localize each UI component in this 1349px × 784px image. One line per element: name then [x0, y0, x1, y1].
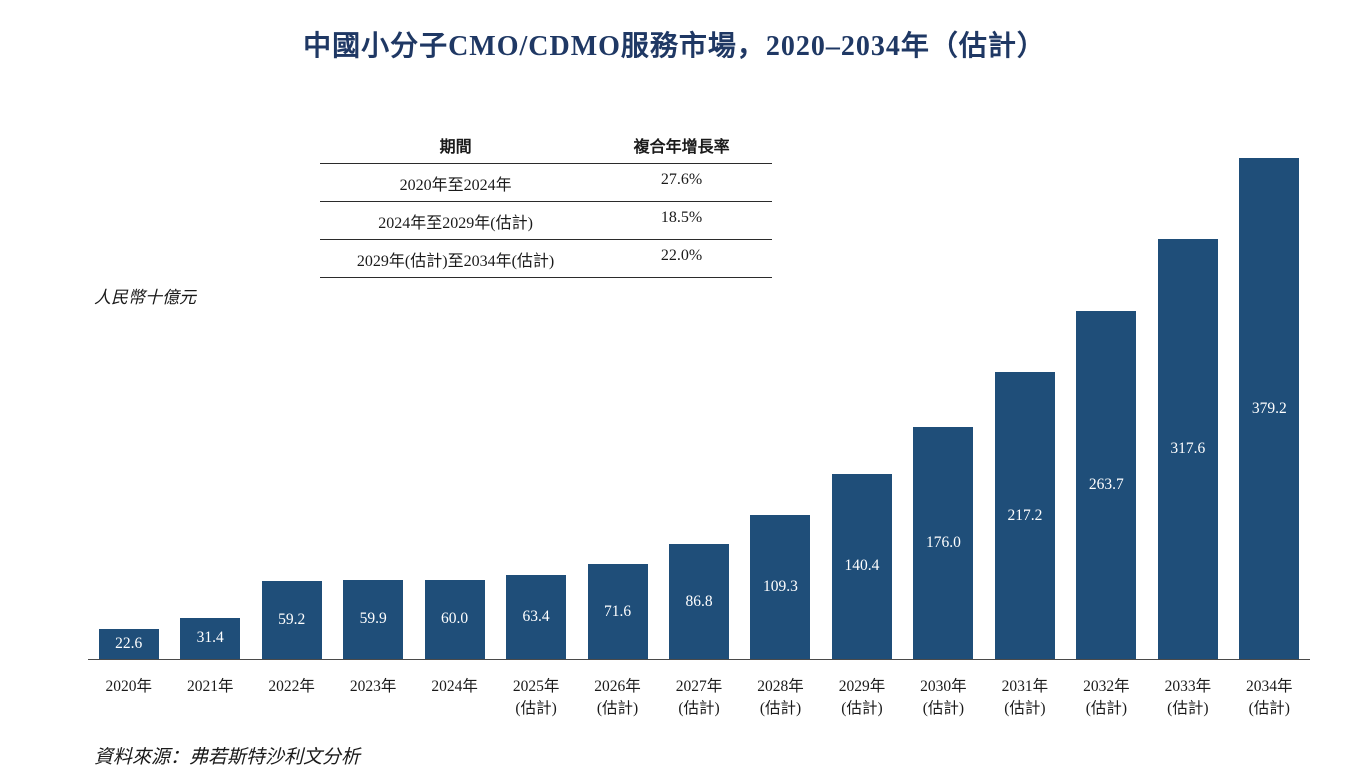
x-axis-label: 2032年 (估計) [1083, 678, 1130, 718]
bar-slot: 63.4 [495, 157, 576, 659]
bar-slot: 176.0 [903, 157, 984, 659]
x-axis-label: 2033年 (估計) [1164, 678, 1212, 718]
bar-2025年: 63.4 [506, 575, 567, 659]
x-axis-label: 2026年 (估計) [594, 678, 641, 718]
x-axis-label: 2029年 (估計) [838, 678, 886, 718]
bar-2022年: 59.2 [261, 580, 322, 659]
x-axis-label: 2031年 (估計) [1001, 678, 1049, 718]
bar-slot: 217.2 [984, 157, 1065, 659]
cagr-table: 期間 複合年增長率 2020年至2024年 27.6% 2024年至2029年(… [320, 126, 772, 278]
cagr-table-row: 2029年(估計)至2034年(估計) 22.0% [320, 240, 772, 278]
bar-2028年: 109.3 [750, 514, 811, 659]
bar-value-label: 59.2 [278, 610, 306, 628]
bar-value-label: 22.6 [115, 635, 143, 653]
x-axis-label: 2025年 (估計) [512, 678, 560, 718]
cagr-table-row: 2020年至2024年 27.6% [320, 164, 772, 202]
x-axis-label: 2024年 [431, 678, 478, 695]
bar-value-label: 217.2 [1007, 506, 1043, 524]
bar-2024年: 60.0 [424, 579, 485, 659]
cagr-table-row: 2024年至2029年(估計) 18.5% [320, 202, 772, 240]
bar-slot: 140.4 [821, 157, 902, 659]
bar-2020年: 22.6 [98, 629, 159, 659]
cagr-period: 2020年至2024年 [399, 177, 512, 194]
bar-value-label: 140.4 [844, 557, 880, 575]
bar-slot: 31.4 [169, 157, 250, 659]
bar-slot: 317.6 [1147, 157, 1228, 659]
bar-value-label: 31.4 [196, 629, 224, 647]
x-axis-label: 2020年 [105, 678, 152, 695]
bar-slot: 60.0 [414, 157, 495, 659]
bar-value-label: 317.6 [1170, 440, 1206, 458]
x-axis-label: 2028年 (估計) [757, 678, 804, 718]
chart-title: 中國小分子CMO/CDMO服務市場，2020–2034年（估計） [303, 31, 1046, 62]
bar-2031年: 217.2 [994, 372, 1055, 659]
cagr-period: 2029年(估計)至2034年(估計) [356, 253, 555, 270]
cagr-table-header-period: 期間 [439, 139, 472, 156]
bar-slot: 22.6 [88, 157, 169, 659]
bar-value-label: 379.2 [1251, 399, 1287, 417]
bar-value-label: 63.4 [522, 608, 550, 626]
bar-2026年: 71.6 [587, 564, 648, 659]
bar-slot: 59.9 [332, 157, 413, 659]
bar-value-label: 176.0 [925, 533, 961, 551]
cagr-period: 2024年至2029年(估計) [378, 215, 533, 232]
bars: 22.6 31.4 59.2 59.9 60.0 63.4 71.6 86.8 109.3 140… [88, 157, 1310, 659]
cagr-value: 18.5% [660, 209, 703, 226]
x-axis-label: 2034年 (估計) [1246, 678, 1293, 718]
bar-slot: 86.8 [658, 157, 739, 659]
source-note: 資料來源：弗若斯特沙利文分析 [94, 747, 361, 768]
bar-2032年: 263.7 [1076, 310, 1137, 659]
bar-2023年: 59.9 [343, 579, 404, 659]
bar-chart: 22.6 31.4 59.2 59.9 60.0 63.4 71.6 86.8 109.3 140… [88, 157, 1310, 660]
bar-value-label: 86.8 [685, 592, 713, 610]
bar-2027年: 86.8 [669, 544, 730, 659]
cagr-table-header-row: 期間 複合年增長率 [320, 126, 772, 164]
x-axis-labels: 2020年 2021年 2022年 2023年 2024年 2025年 (估計) 2026年(… [88, 676, 1310, 721]
bar-2021年: 31.4 [180, 617, 241, 659]
cagr-value: 27.6% [660, 171, 703, 188]
x-axis-label: 2023年 [349, 678, 397, 695]
bar-2033年: 317.6 [1157, 239, 1218, 659]
bar-value-label: 59.9 [359, 610, 387, 628]
bar-slot: 263.7 [1066, 157, 1147, 659]
bar-value-label: 263.7 [1088, 475, 1124, 493]
x-axis-label: 2021年 [186, 678, 234, 695]
x-axis-label: 2022年 [268, 678, 315, 695]
bar-slot: 71.6 [577, 157, 658, 659]
bar-2030年: 176.0 [913, 426, 974, 659]
bar-2029年: 140.4 [831, 473, 892, 659]
bar-value-label: 109.3 [763, 577, 798, 595]
cagr-value: 22.0% [660, 247, 703, 264]
bar-slot: 379.2 [1229, 157, 1310, 659]
bar-slot: 59.2 [251, 157, 332, 659]
bar-slot: 109.3 [740, 157, 821, 659]
bar-value-label: 71.6 [603, 602, 632, 620]
cagr-table-header-cagr: 複合年增長率 [633, 139, 730, 156]
bar-value-label: 60.0 [441, 610, 469, 628]
bar-2034年: 379.2 [1239, 158, 1300, 659]
x-axis-label: 2027年 (估計) [675, 678, 723, 718]
x-axis-label: 2030年 (估計) [920, 678, 967, 718]
y-axis-unit-label: 人民幣十億元 [94, 288, 196, 307]
